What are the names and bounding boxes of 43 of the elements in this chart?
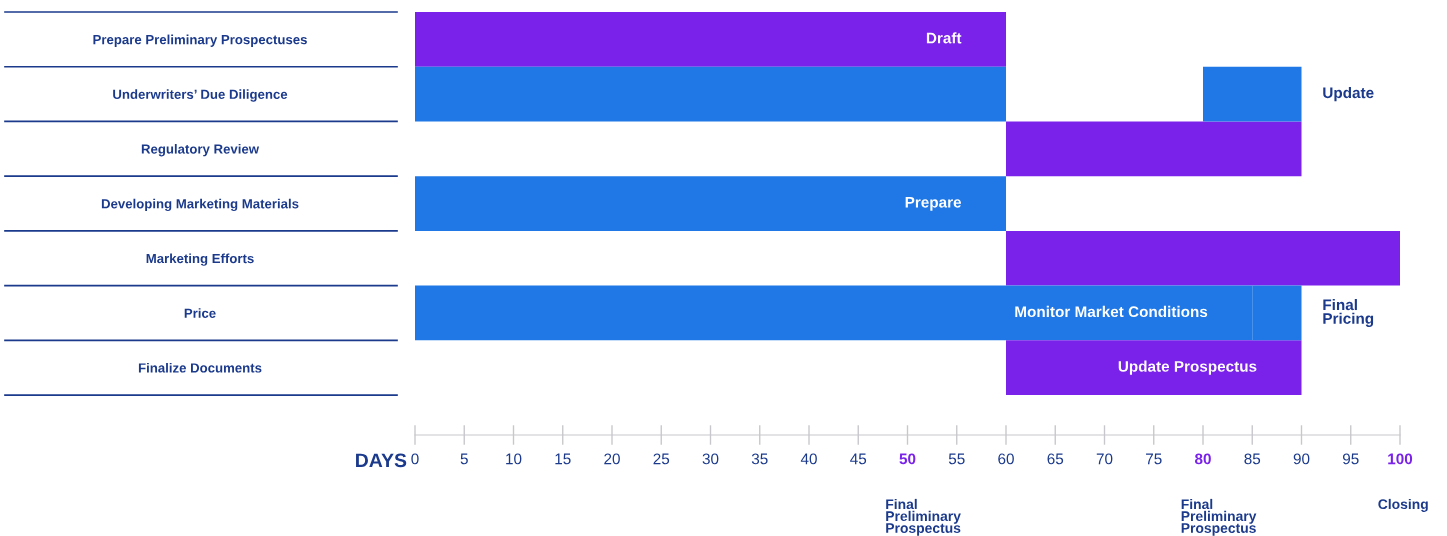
y-tick-label: Marketing Efforts (146, 253, 254, 266)
bar (1006, 340, 1302, 396)
text: Final Preliminary Prospectus (1181, 498, 1257, 536)
x-tick-label: 65 (1047, 453, 1064, 465)
y-tick-label: Finalize Documents (138, 362, 262, 373)
x-tick-label: 80 (1194, 453, 1211, 465)
data-label: Prepare (905, 196, 962, 211)
y-tick-label: Prepare Preliminary Prospectuses (93, 34, 307, 47)
x-tick-label: 50 (899, 453, 916, 465)
data-label: Final Pricing (1323, 298, 1374, 327)
bar (1006, 121, 1302, 177)
y-tick-label: Underwriters’ Due Diligence (113, 89, 288, 102)
x-tick-label: 60 (998, 453, 1014, 465)
bar (1203, 66, 1302, 122)
x-tick-label: 100 (1388, 453, 1413, 465)
x-tick-label: 30 (702, 453, 719, 465)
x-tick-label: 40 (800, 453, 817, 465)
data-label: Update (1323, 86, 1374, 102)
x-tick-label: 10 (506, 453, 522, 465)
x-tick-label: 85 (1244, 453, 1261, 465)
text: Closing (1378, 498, 1428, 512)
x-tick-label: 20 (604, 453, 620, 465)
x-axis-title: DAYS (356, 453, 407, 468)
x-tick-label: 35 (751, 453, 768, 465)
x-tick-label: 5 (460, 453, 468, 465)
bar (415, 12, 1006, 67)
x-tick-label: 90 (1293, 453, 1310, 465)
x-tick-label: 75 (1146, 453, 1162, 465)
y-tick-label: Developing Marketing Materials (101, 198, 299, 212)
data-label: Draft (926, 32, 962, 44)
y-tick-label: Regulatory Review (141, 144, 260, 157)
x-tick-label: 70 (1096, 453, 1113, 465)
x-tick-label: 45 (850, 453, 867, 465)
text: Final Preliminary Prospectus (886, 498, 961, 536)
x-tick-label: 15 (555, 453, 571, 465)
bar (1006, 230, 1400, 286)
x-tick-label: 0 (411, 453, 419, 465)
y-tick-label: Price (184, 308, 216, 318)
data-label: Monitor Market Conditions (1015, 305, 1208, 318)
x-tick-label: 95 (1342, 453, 1359, 465)
x-tick-label: 25 (653, 453, 670, 465)
data-label: Update Prospectus (1118, 360, 1257, 375)
x-tick-label: 55 (948, 453, 965, 465)
